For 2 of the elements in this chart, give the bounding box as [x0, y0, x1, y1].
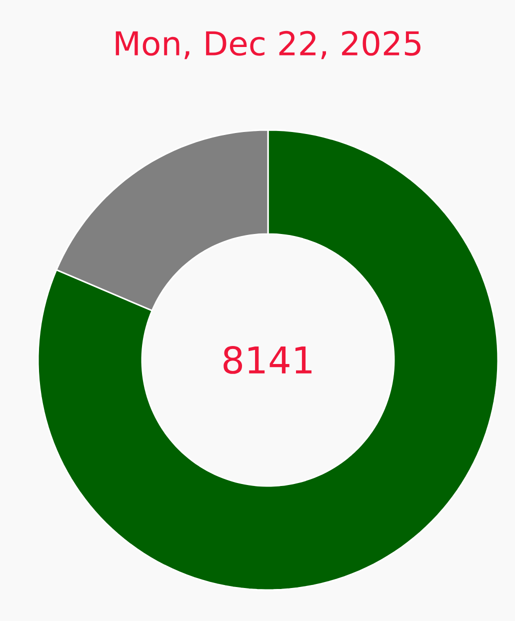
text: 8141: [224, 346, 312, 374]
chart-title: Mon, Dec 22, 2025: [116, 30, 420, 60]
